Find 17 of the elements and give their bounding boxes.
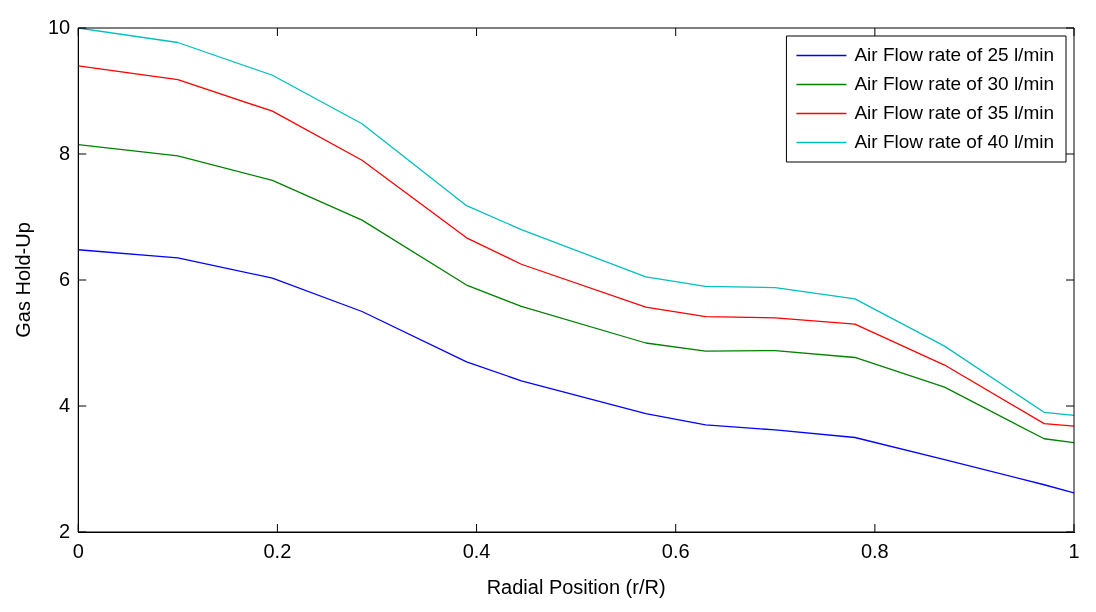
y-tick-label: 8 [59,141,71,164]
legend-label: Air Flow rate of 30 l/min [854,72,1055,94]
y-tick-label: 4 [59,393,71,416]
x-tick-label: 0.8 [860,539,889,562]
x-tick-label: 0.2 [263,539,292,562]
y-tick-label: 2 [59,519,71,542]
legend-label: Air Flow rate of 25 l/min [854,43,1055,65]
legend-label: Air Flow rate of 40 l/min [854,130,1055,152]
x-tick-label: 0.6 [661,539,690,562]
y-axis-title: Gas Hold-Up [11,222,34,338]
x-axis-title: Radial Position (r/R) [486,575,666,598]
x-tick-label: 0.4 [462,539,491,562]
y-tick-label: 6 [59,267,71,290]
x-tick-label: 0 [72,539,84,562]
y-tick-label: 10 [48,15,71,38]
legend-label: Air Flow rate of 35 l/min [854,101,1055,123]
x-tick-label: 1 [1068,539,1080,562]
